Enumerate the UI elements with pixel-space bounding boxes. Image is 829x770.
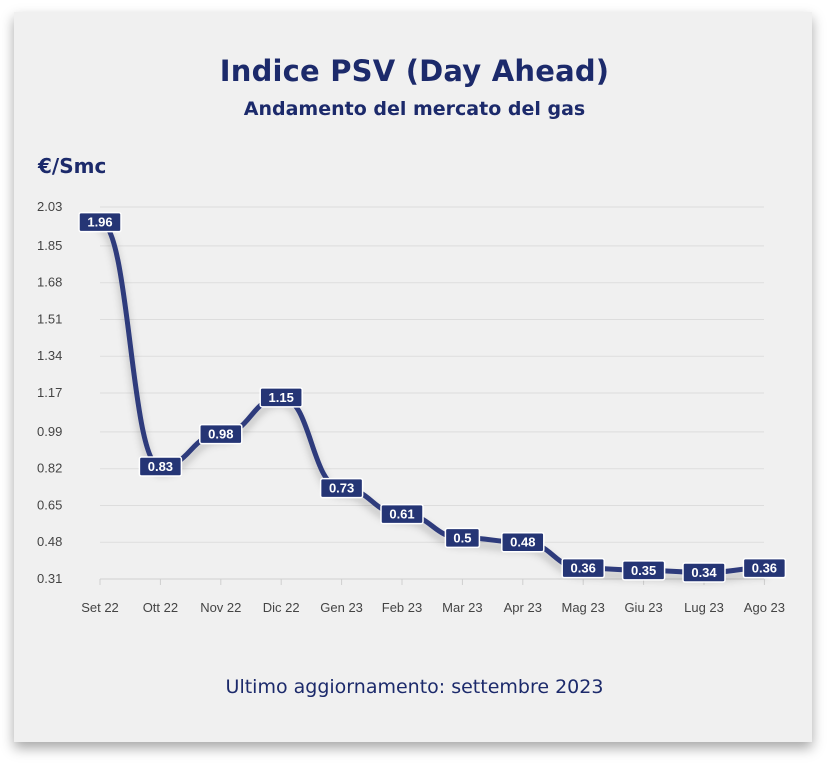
x-tick-label: Mar 23	[442, 600, 482, 615]
x-tick-label: Giu 23	[624, 600, 662, 615]
data-label-box	[199, 423, 243, 445]
chart-card	[14, 12, 812, 742]
data-label-box	[682, 562, 726, 583]
data-label-text: 1.15	[269, 390, 294, 405]
chart-subtitle: Andamento del mercato del gas	[243, 98, 586, 120]
data-label-text: 0.36	[752, 561, 777, 576]
data-label-text: 0.98	[208, 427, 233, 442]
y-tick-label: 1.17	[37, 385, 62, 400]
x-tick-label: Lug 23	[684, 600, 724, 615]
data-label: 0.48	[501, 531, 545, 553]
y-tick-label: 0.31	[37, 571, 62, 586]
data-label-box	[319, 477, 364, 499]
data-label-text: 0.48	[510, 535, 535, 550]
x-tick-label: Mag 23	[562, 600, 605, 615]
data-label-text: 1.96	[87, 215, 112, 230]
data-label-text: 0.83	[148, 459, 173, 474]
data-label-text: 0.5	[453, 530, 471, 545]
x-tick-label: Gen 23	[320, 600, 363, 615]
data-label-box	[501, 531, 545, 553]
y-axis-ticks: 0.31 0.48 0.65 0.82 0.99 1.17 1.34 1.51 1.68 1.85…	[37, 199, 62, 586]
x-tick-label: Dic 22	[263, 600, 300, 615]
data-label-text: 0.35	[631, 563, 656, 578]
y-tick-label: 1.68	[37, 275, 62, 290]
data-label-box	[742, 557, 787, 579]
data-label-box	[138, 456, 183, 477]
data-label: 0.5	[444, 527, 481, 549]
data-label-box	[380, 503, 424, 525]
x-tick-label: Apr 23	[504, 600, 542, 615]
data-label-text: 0.36	[571, 561, 596, 576]
x-axis-ticks: Set 22 Ott 22 Nov 22 Dic 22 Gen 23 Feb 23 Mar …	[81, 579, 785, 615]
data-label-box	[78, 211, 122, 233]
data-label-box	[259, 387, 303, 408]
data-label: 0.98	[199, 423, 243, 445]
x-tick-label: Set 22	[81, 600, 119, 615]
y-tick-label: 1.85	[37, 238, 62, 253]
x-tick-label: Ott 22	[143, 600, 178, 615]
y-tick-label: 0.48	[37, 534, 62, 549]
data-label: 0.61	[380, 503, 424, 525]
chart-title: Indice PSV (Day Ahead)	[219, 54, 610, 88]
data-label-box	[561, 557, 605, 579]
x-tick-label: Feb 23	[382, 600, 422, 615]
data-label-text: 0.61	[389, 507, 414, 522]
x-tick-label: Ago 23	[744, 600, 785, 615]
last-update-note: Ultimo aggiornamento: settembre 2023	[225, 676, 604, 698]
data-labels: 1.96 0.83 0.98 1.15 0.73 0.61 0.5 0.48 0.36 0.35 0…	[78, 211, 787, 583]
data-label: 1.15	[259, 387, 303, 408]
data-label: 0.35	[621, 560, 666, 581]
y-tick-label: 1.34	[37, 348, 62, 363]
data-label-box	[621, 560, 666, 581]
y-axis-unit-label: €/Smc	[38, 154, 107, 178]
y-tick-label: 1.51	[37, 311, 62, 326]
series-line-group	[97, 219, 767, 576]
data-label-text: 0.73	[329, 481, 354, 496]
x-tick-label: Nov 22	[200, 600, 241, 615]
y-tick-label: 0.99	[37, 424, 62, 439]
data-label-text: 0.34	[691, 565, 717, 580]
data-label: 0.83	[138, 456, 183, 477]
y-tick-label: 2.03	[37, 199, 62, 214]
data-label: 0.34	[682, 562, 726, 583]
data-label: 1.96	[78, 211, 122, 233]
data-label: 0.36	[561, 557, 605, 579]
data-label: 0.73	[319, 477, 364, 499]
series-line	[97, 219, 767, 576]
y-tick-label: 0.82	[37, 461, 62, 476]
data-label-box	[444, 527, 481, 549]
data-label: 0.36	[742, 557, 787, 579]
y-tick-label: 0.65	[37, 497, 62, 512]
grid-lines	[100, 206, 764, 580]
